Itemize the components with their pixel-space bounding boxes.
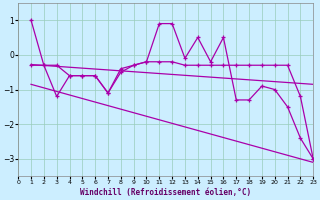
X-axis label: Windchill (Refroidissement éolien,°C): Windchill (Refroidissement éolien,°C) [80, 188, 251, 197]
